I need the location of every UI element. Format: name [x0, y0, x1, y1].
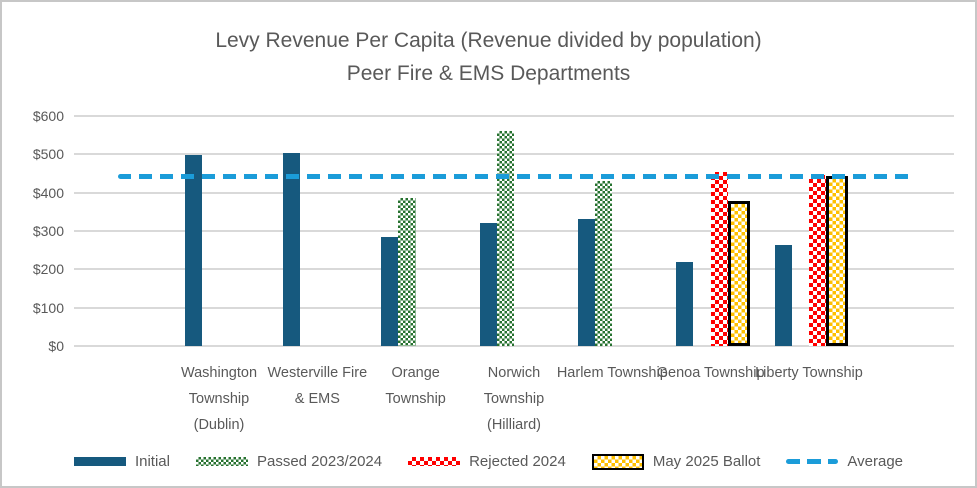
bar-passed [595, 181, 613, 346]
x-axis-category-label: Orange Township [385, 365, 446, 407]
gridline [74, 153, 954, 156]
gridline [74, 268, 954, 271]
legend-item-may: May 2025 Ballot [591, 453, 761, 470]
plot-area [74, 115, 954, 347]
x-axis-category-label: Genoa Township [656, 365, 765, 381]
y-axis-tick-label: $100 [32, 299, 64, 316]
x-axis-category-label: Norwich Township (Hilliard) [483, 365, 545, 433]
gridline [74, 306, 954, 309]
y-axis-tick-label: $500 [32, 146, 64, 163]
bar-initial [676, 261, 694, 346]
y-axis-tick-label: $0 [48, 338, 64, 354]
legend-swatch-may [591, 453, 644, 470]
average-line [118, 174, 910, 180]
legend-swatch-rejected [408, 457, 461, 466]
legend-swatch-initial [73, 457, 126, 466]
legend-label: May 2025 Ballot [652, 453, 761, 470]
bar-passed [398, 198, 416, 346]
bar-may [826, 175, 849, 346]
gridline [74, 191, 954, 194]
x-axis: Washington Township (Dublin) Westerville … [74, 360, 954, 440]
legend-label: Average [847, 453, 904, 470]
bar-initial [184, 155, 202, 346]
x-axis-category-label: Liberty Township [755, 365, 863, 381]
bar-initial [479, 223, 497, 346]
gridline [74, 230, 954, 232]
legend-item-rejected: Rejected 2024 [408, 453, 566, 470]
gridline [74, 345, 954, 347]
legend-item-passed: Passed 2023/2024 [195, 453, 383, 470]
bar-rejected [710, 172, 728, 346]
legend-label: Rejected 2024 [469, 453, 566, 470]
legend-label: Passed 2023/2024 [256, 453, 383, 470]
bar-initial [282, 152, 301, 346]
legend-label: Initial [134, 453, 170, 470]
bar-initial [577, 218, 596, 346]
y-axis-tick-label: $400 [32, 184, 64, 201]
x-axis-category-label: Washington Township (Dublin) [180, 365, 258, 433]
y-axis-tick-label: $200 [32, 261, 64, 278]
chart-title-line2: Peer Fire & EMS Departments [346, 62, 631, 85]
chart-title-line1: Levy Revenue Per Capita (Revenue divided… [215, 29, 762, 52]
legend: Initial Passed 2023/2024 Rejected 2024 May … [2, 453, 975, 470]
bar-may [727, 201, 751, 346]
x-axis-category-label: Harlem Township [556, 365, 668, 381]
bar-rejected [808, 175, 827, 346]
legend-item-average: Average [786, 453, 903, 470]
bar-initial [774, 245, 792, 346]
y-axis-tick-label: $300 [32, 223, 64, 239]
bar-passed [496, 131, 514, 346]
chart-title: Levy Revenue Per Capita (Revenue divided… [2, 24, 975, 90]
legend-swatch-passed [195, 457, 248, 466]
legend-item-initial: Initial [73, 453, 170, 470]
y-axis-tick-label: $600 [32, 108, 64, 124]
gridline [74, 115, 954, 117]
bar-initial [381, 236, 399, 346]
x-axis-category-label: Westerville Fire & EMS [267, 365, 368, 407]
legend-swatch-average [786, 459, 839, 464]
